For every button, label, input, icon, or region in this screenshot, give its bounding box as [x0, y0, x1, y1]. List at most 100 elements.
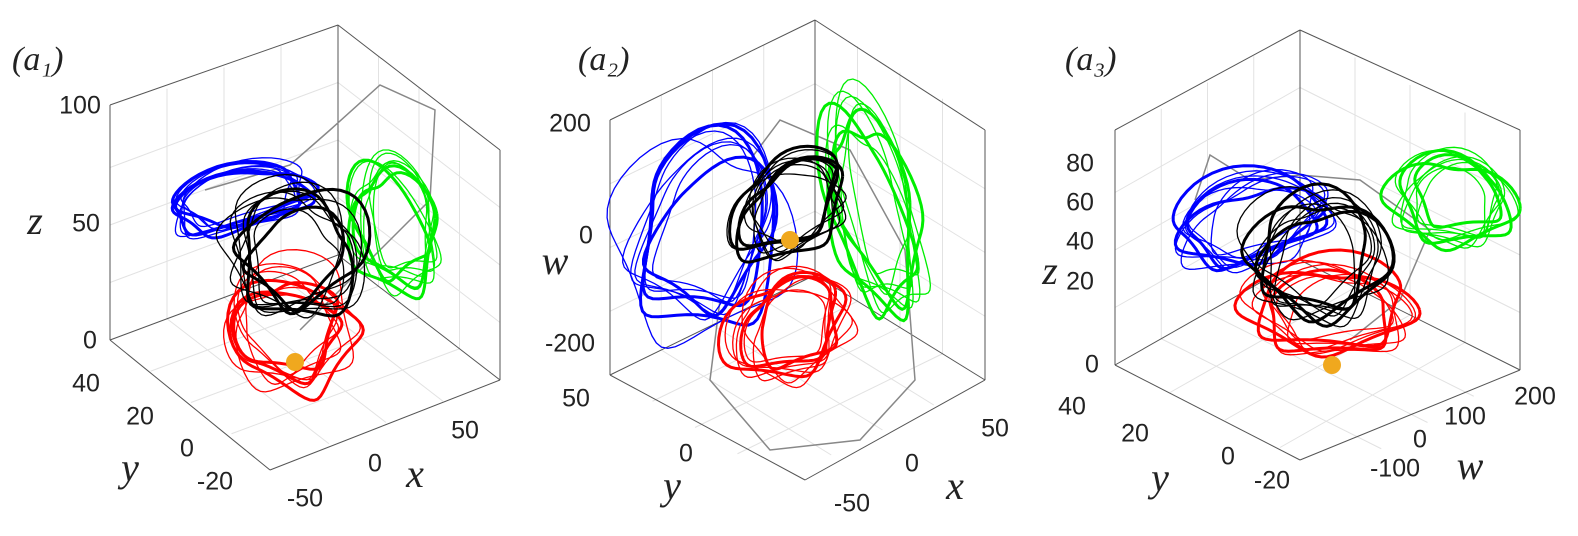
tick-label: 20 [1066, 268, 1094, 296]
tick-label: -200 [545, 330, 595, 358]
grid-line [1114, 144, 1301, 251]
equilibrium [286, 353, 304, 371]
tick-label: 50 [72, 210, 100, 238]
axis-label: w [542, 238, 569, 283]
tick-label: -20 [197, 468, 233, 496]
grid-line [1114, 87, 1301, 193]
trajectory [1275, 274, 1407, 355]
trajectory [215, 197, 363, 317]
trajectory [753, 163, 841, 261]
axis-label: y [659, 463, 681, 508]
axis-label: y [1147, 455, 1169, 500]
axis-edge [1114, 29, 1301, 131]
grid-line [1299, 87, 1521, 198]
trajectory [1253, 209, 1396, 328]
trajectory [1233, 270, 1422, 359]
axis-label: y [117, 445, 139, 490]
trajectory [170, 159, 303, 237]
trajectory [726, 149, 840, 251]
trajectory [1239, 259, 1417, 351]
panel-label: (a₃) [1065, 41, 1116, 78]
trajectory [1194, 153, 1431, 341]
trajectory [751, 159, 847, 262]
grid-line [166, 318, 330, 445]
trajectory [716, 275, 848, 379]
trajectory [346, 164, 437, 301]
trajectory [182, 168, 312, 232]
tick-label: 200 [1514, 383, 1556, 411]
trajectory [826, 107, 912, 323]
trajectory [1240, 205, 1395, 324]
tick-label: 0 [905, 450, 919, 478]
axis-label: z [26, 198, 43, 243]
trajectory [651, 143, 768, 303]
trajectory [1273, 196, 1379, 320]
grid-line [1279, 342, 1466, 448]
trajectory [231, 187, 372, 316]
tick-label: 0 [1085, 351, 1099, 379]
trajectory [735, 265, 832, 378]
grid-line [231, 348, 460, 435]
tick-label: 0 [180, 435, 194, 463]
trajectory [606, 137, 799, 349]
grid-line [337, 82, 501, 208]
trajectory [372, 162, 436, 272]
trajectory [223, 286, 336, 381]
tick-label: -50 [834, 490, 870, 518]
trajectory [253, 208, 345, 305]
trajectory [1401, 156, 1506, 248]
trajectory [345, 158, 432, 284]
tick-label: 100 [1444, 403, 1486, 431]
trajectory [1180, 172, 1329, 270]
trajectory [1182, 186, 1317, 259]
tick-label: 80 [1066, 150, 1094, 178]
trajectory [644, 130, 757, 299]
axis-edge [269, 379, 501, 471]
trajectory [236, 270, 340, 376]
axis-label: x [405, 451, 424, 496]
equilibrium [781, 231, 799, 249]
equilibrium [1323, 356, 1341, 374]
tick-label: 40 [72, 370, 100, 398]
tick-label: 100 [59, 92, 101, 120]
trajectory [360, 149, 435, 284]
grid-line [737, 353, 943, 455]
trajectory [1256, 248, 1403, 348]
axis-label: z [1041, 248, 1058, 293]
tick-label: 0 [1221, 443, 1235, 471]
trajectory [246, 187, 355, 318]
axis-label: x [945, 463, 964, 508]
trajectory [225, 278, 365, 402]
trajectory [1398, 149, 1513, 245]
tick-label: 0 [83, 327, 97, 355]
axis-edge [109, 24, 339, 106]
tick-label: 40 [1058, 393, 1086, 421]
axis-edge [609, 274, 816, 376]
tick-label: 0 [1413, 426, 1427, 454]
tick-label: 0 [579, 222, 593, 250]
tick-label: 50 [451, 417, 479, 445]
axis-edge [804, 379, 986, 481]
tick-label: 50 [562, 385, 590, 413]
tick-label: 50 [981, 415, 1009, 443]
trajectory [1210, 168, 1314, 256]
axis-edge [1299, 29, 1521, 131]
grid-line [109, 82, 339, 168]
trajectory [1255, 207, 1373, 307]
trajectory [234, 173, 358, 308]
axis-edge [1299, 369, 1521, 461]
trajectory [847, 102, 920, 276]
axis-label: w [1457, 443, 1484, 488]
trajectory [622, 137, 774, 321]
trajectory [1415, 166, 1486, 238]
tick-label: 20 [126, 403, 154, 431]
grid-line [660, 349, 832, 456]
tick-label: 20 [1121, 420, 1149, 448]
trajectory [709, 119, 916, 451]
axis-edge [609, 19, 816, 121]
trajectory [351, 171, 439, 291]
trajectory [1261, 202, 1376, 317]
trajectory [1379, 161, 1522, 253]
